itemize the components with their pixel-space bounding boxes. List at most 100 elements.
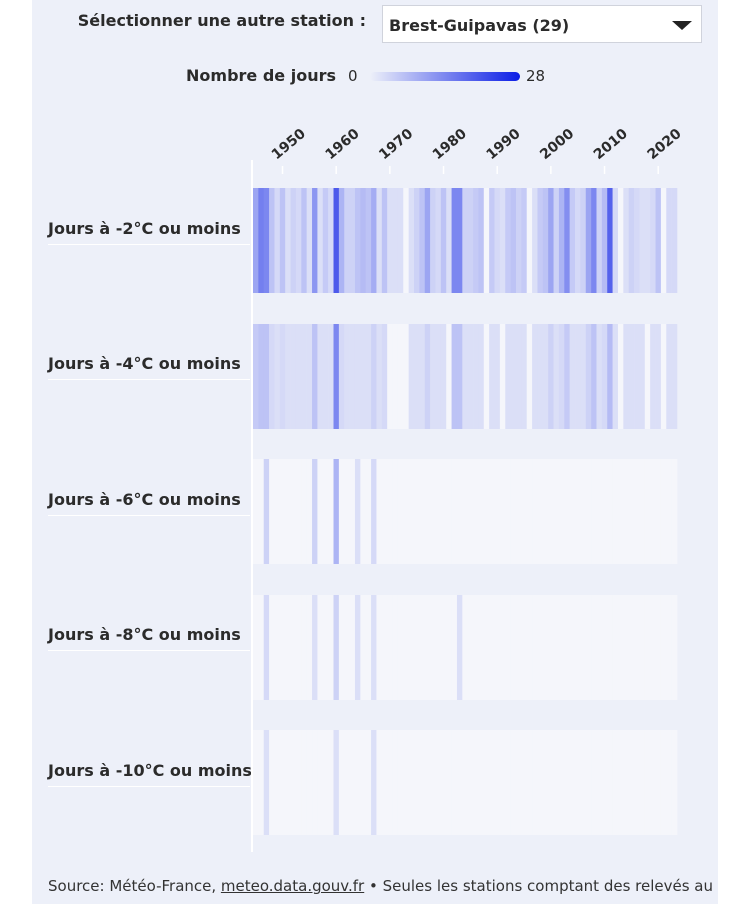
heat-cell[interactable] [279, 730, 286, 835]
heat-cell[interactable] [515, 595, 522, 700]
heat-cell[interactable] [424, 459, 431, 564]
heat-cell[interactable] [585, 730, 592, 835]
heat-cell[interactable] [628, 595, 635, 700]
heat-cell[interactable] [301, 459, 307, 564]
heat-cell[interactable] [258, 730, 265, 835]
heat-cell[interactable] [612, 188, 619, 293]
heat-cell[interactable] [279, 595, 286, 700]
heat-cell[interactable] [499, 730, 506, 835]
heat-cell[interactable] [612, 459, 619, 564]
heat-cell[interactable] [387, 459, 393, 564]
heat-cell[interactable] [483, 730, 490, 835]
heat-cell[interactable] [650, 459, 656, 564]
heat-cell[interactable] [666, 324, 672, 429]
heat-cell[interactable] [381, 595, 388, 700]
heat-cell[interactable] [467, 324, 474, 429]
heat-cell[interactable] [301, 730, 307, 835]
heat-cell[interactable] [553, 595, 560, 700]
heat-cell[interactable] [494, 324, 501, 429]
heat-cell[interactable] [285, 188, 291, 293]
heat-cell[interactable] [607, 324, 613, 429]
heat-cell[interactable] [473, 730, 479, 835]
dropdown-arrow-icon[interactable] [672, 21, 692, 30]
heat-cell[interactable] [451, 459, 458, 564]
heat-cell[interactable] [580, 459, 587, 564]
heat-cell[interactable] [419, 730, 426, 835]
heat-cell[interactable] [558, 324, 565, 429]
heat-cell[interactable] [290, 459, 297, 564]
heat-cell[interactable] [312, 595, 318, 700]
heat-cell[interactable] [553, 188, 560, 293]
heat-cell[interactable] [430, 459, 436, 564]
heat-cell[interactable] [349, 595, 356, 700]
heat-cell[interactable] [526, 324, 533, 429]
heat-cell[interactable] [532, 730, 538, 835]
heat-cell[interactable] [601, 459, 608, 564]
heat-cell[interactable] [306, 188, 313, 293]
heat-cell[interactable] [344, 459, 350, 564]
heat-cell[interactable] [322, 730, 329, 835]
heat-cell[interactable] [515, 730, 522, 835]
heat-cell[interactable] [467, 595, 474, 700]
heat-cell[interactable] [666, 459, 672, 564]
heat-cell[interactable] [446, 730, 452, 835]
heat-cell[interactable] [333, 459, 340, 564]
heat-cell[interactable] [403, 595, 409, 700]
heat-cell[interactable] [274, 730, 281, 835]
heat-cell[interactable] [564, 459, 570, 564]
heat-cell[interactable] [295, 595, 302, 700]
heat-cell[interactable] [558, 595, 565, 700]
heat-cell[interactable] [258, 188, 265, 293]
heat-cell[interactable] [430, 730, 436, 835]
heat-cell[interactable] [365, 595, 372, 700]
heat-cell[interactable] [338, 324, 345, 429]
heat-cell[interactable] [580, 188, 587, 293]
heat-cell[interactable] [371, 730, 377, 835]
heat-cell[interactable] [295, 730, 302, 835]
heat-cell[interactable] [483, 595, 490, 700]
heat-cell[interactable] [381, 324, 388, 429]
station-selector[interactable]: Brest-Guipavas (29) [382, 5, 702, 43]
heat-cell[interactable] [505, 188, 511, 293]
heat-cell[interactable] [403, 188, 409, 293]
heat-cell[interactable] [634, 188, 640, 293]
heat-cell[interactable] [424, 730, 431, 835]
heat-cell[interactable] [628, 324, 635, 429]
heat-cell[interactable] [489, 595, 495, 700]
heat-cell[interactable] [424, 595, 431, 700]
heat-cell[interactable] [515, 188, 522, 293]
heat-cell[interactable] [462, 595, 468, 700]
heat-cell[interactable] [285, 730, 291, 835]
heat-cell[interactable] [634, 324, 640, 429]
heat-cell[interactable] [419, 595, 426, 700]
heat-cell[interactable] [344, 595, 350, 700]
heat-cell[interactable] [575, 188, 581, 293]
heat-cell[interactable] [564, 595, 570, 700]
heat-cell[interactable] [408, 324, 415, 429]
heat-cell[interactable] [322, 459, 329, 564]
heat-cell[interactable] [473, 188, 479, 293]
heat-cell[interactable] [456, 595, 463, 700]
heat-cell[interactable] [591, 324, 597, 429]
heat-cell[interactable] [505, 324, 511, 429]
heat-cell[interactable] [596, 595, 603, 700]
heat-cell[interactable] [510, 730, 517, 835]
heat-cell[interactable] [660, 459, 667, 564]
heat-cell[interactable] [623, 459, 629, 564]
heat-cell[interactable] [607, 188, 613, 293]
source-link[interactable]: meteo.data.gouv.fr [220, 877, 365, 895]
heat-cell[interactable] [467, 459, 474, 564]
heat-cell[interactable] [435, 595, 442, 700]
heat-cell[interactable] [666, 188, 672, 293]
heat-cell[interactable] [360, 595, 367, 700]
heat-cell[interactable] [253, 188, 259, 293]
heat-cell[interactable] [623, 188, 629, 293]
heat-cell[interactable] [489, 188, 495, 293]
heat-cell[interactable] [349, 188, 356, 293]
heat-cell[interactable] [349, 730, 356, 835]
heat-cell[interactable] [532, 595, 538, 700]
heat-cell[interactable] [306, 730, 313, 835]
heat-cell[interactable] [634, 459, 640, 564]
heat-cell[interactable] [279, 188, 286, 293]
heat-cell[interactable] [274, 324, 281, 429]
